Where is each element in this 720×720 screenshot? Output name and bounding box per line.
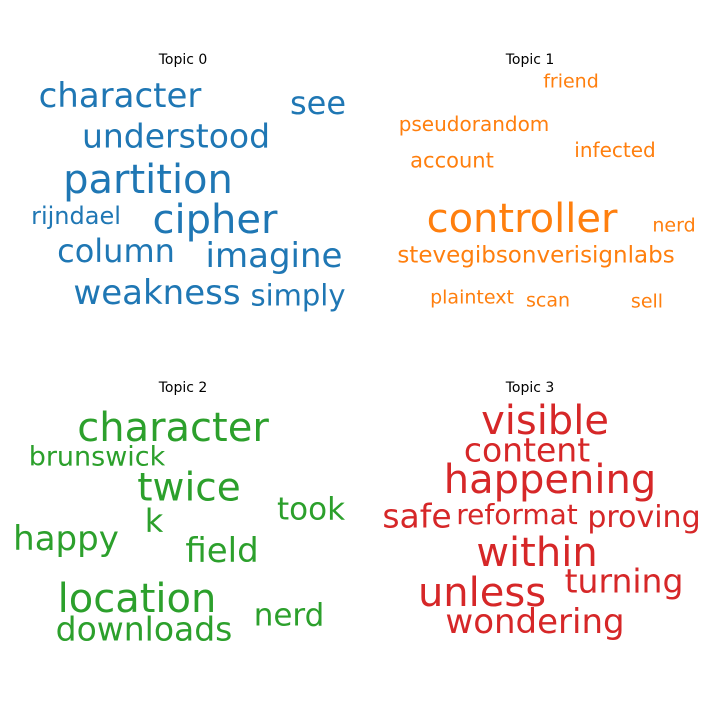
word: infected xyxy=(574,138,656,162)
topic-1-title: Topic 1 xyxy=(505,52,555,68)
word: stevegibsonverisignlabs xyxy=(397,242,675,269)
word: happy xyxy=(13,519,119,559)
word: simply xyxy=(250,278,346,313)
word: partition xyxy=(63,157,233,203)
word: nerd xyxy=(652,214,696,237)
word: k xyxy=(144,502,164,540)
word: rijndael xyxy=(31,202,121,230)
word: location xyxy=(57,576,217,622)
word: safe xyxy=(382,496,452,536)
word: field xyxy=(185,531,259,571)
word: understood xyxy=(81,116,271,156)
word: brunswick xyxy=(28,441,166,473)
topic-0-title: Topic 0 xyxy=(158,52,208,68)
word: friend xyxy=(543,70,599,93)
word: proving xyxy=(587,500,701,535)
word: reformat xyxy=(456,498,578,531)
topic-2-title: Topic 2 xyxy=(158,380,208,396)
word: see xyxy=(289,84,347,122)
word: character xyxy=(38,76,202,116)
word: visible xyxy=(481,398,609,444)
word: pseudorandom xyxy=(398,112,550,136)
word: took xyxy=(276,491,346,528)
word: content xyxy=(463,430,591,470)
word: imagine xyxy=(205,236,343,276)
word: scan xyxy=(525,289,571,312)
word: unless xyxy=(417,570,547,616)
word: column xyxy=(57,232,175,270)
word: plaintext xyxy=(430,286,514,309)
word: downloads xyxy=(55,609,233,649)
word: twice xyxy=(137,465,241,511)
word: sell xyxy=(630,290,664,313)
word: nerd xyxy=(253,597,325,634)
word: happening xyxy=(443,457,657,503)
word: weakness xyxy=(73,273,241,313)
word: wondering xyxy=(445,602,625,642)
topic-3-title: Topic 3 xyxy=(505,380,555,396)
word: turning xyxy=(564,561,684,601)
word: account xyxy=(410,148,494,173)
word: character xyxy=(77,405,269,451)
word: cipher xyxy=(152,197,278,243)
word: within xyxy=(476,530,598,576)
word: controller xyxy=(426,196,618,242)
